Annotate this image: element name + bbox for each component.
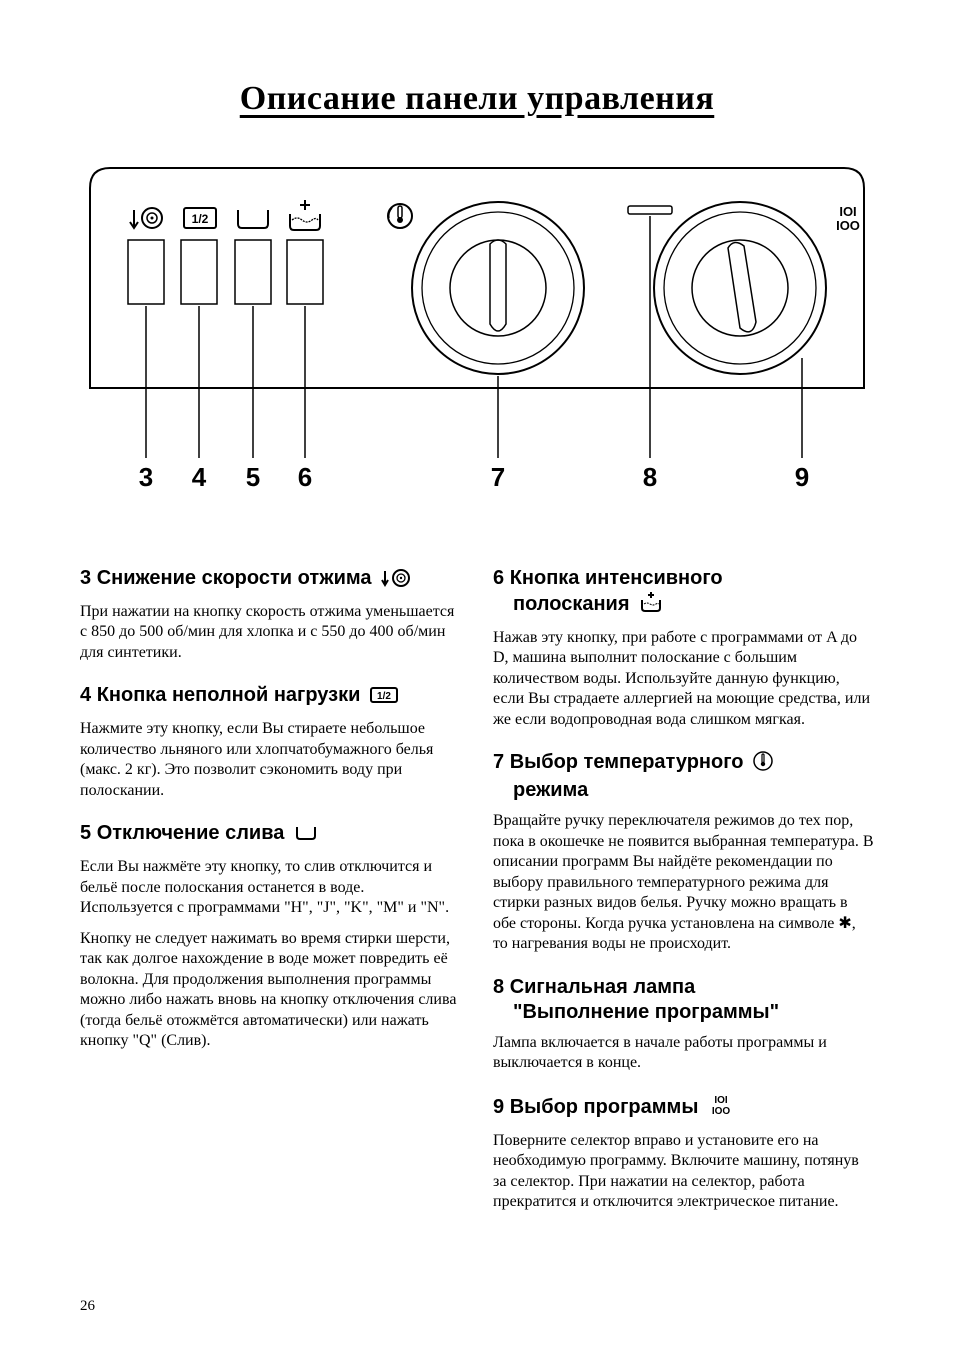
section-4-body: Нажмите эту кнопку, если Вы стираете неб… xyxy=(80,719,461,801)
section-5-heading: 5 Отключение слива xyxy=(80,821,461,849)
section-6-heading: 6 Кнопка интенсивного полоскания xyxy=(493,566,874,620)
callout-8: 8 xyxy=(643,462,657,492)
page-number: 26 xyxy=(80,1298,95,1315)
page: Описание панели управления 1/2 xyxy=(0,0,954,1347)
section-7-heading: 7 Выбор температурного режима xyxy=(493,750,874,803)
program-knob xyxy=(654,202,826,374)
drain-off-icon xyxy=(294,824,318,849)
page-title: Описание панели управления xyxy=(80,80,874,118)
svg-text:1/2: 1/2 xyxy=(192,212,209,226)
callout-3: 3 xyxy=(139,462,153,492)
section-5-body-2: Кнопку не следует нажимать во время стир… xyxy=(80,929,461,1052)
section-3-body: При нажатии на кнопку скорость отжима ум… xyxy=(80,602,461,663)
program-select-icon: IOI IOO xyxy=(836,204,860,233)
svg-text:IOI: IOI xyxy=(714,1095,728,1106)
rinse-plus-icon xyxy=(290,200,320,230)
svg-text:IOO: IOO xyxy=(836,218,860,233)
svg-text:IOO: IOO xyxy=(712,1106,731,1116)
callout-7: 7 xyxy=(491,462,505,492)
half-load-icon: 1/2 xyxy=(370,686,398,711)
drain-off-icon xyxy=(238,210,268,228)
section-5-body-1: Если Вы нажмёте эту кнопку, то слив откл… xyxy=(80,857,461,918)
program-select-icon: IOI IOO xyxy=(708,1094,734,1123)
text-columns: 3 Снижение скорости отжима При нажатии н… xyxy=(80,546,874,1222)
section-4-heading: 4 Кнопка неполной нагрузки 1/2 xyxy=(80,683,461,711)
section-6-body: Нажав эту кнопку, при работе с программа… xyxy=(493,628,874,730)
temperature-knob xyxy=(412,202,584,374)
section-9-body: Поверните селектор вправо и установите е… xyxy=(493,1131,874,1213)
section-9-heading: 9 Выбор программы IOI IOO xyxy=(493,1094,874,1123)
right-column: 6 Кнопка интенсивного полоскания Нажав э… xyxy=(493,546,874,1222)
half-load-icon: 1/2 xyxy=(184,208,216,228)
section-7-body: Вращайте ручку переключателя режимов до … xyxy=(493,811,874,954)
control-panel-diagram: 1/2 xyxy=(80,158,874,518)
callout-5: 5 xyxy=(246,462,260,492)
section-8-body: Лампа включается в начале работы програм… xyxy=(493,1033,874,1074)
push-buttons xyxy=(128,240,323,304)
left-column: 3 Снижение скорости отжима При нажатии н… xyxy=(80,546,461,1222)
svg-text:1/2: 1/2 xyxy=(377,691,391,702)
spin-reduce-icon xyxy=(130,208,162,228)
section-8-heading: 8 Сигнальная лампа "Выполнение программы… xyxy=(493,975,874,1025)
callout-9: 9 xyxy=(795,462,809,492)
spin-reduce-icon xyxy=(381,569,413,594)
indicator-lamp xyxy=(628,206,672,214)
svg-text:IOI: IOI xyxy=(839,204,856,219)
thermometer-icon xyxy=(753,751,773,778)
callout-6: 6 xyxy=(298,462,312,492)
section-3-heading: 3 Снижение скорости отжима xyxy=(80,566,461,594)
callout-4: 4 xyxy=(192,462,207,492)
rinse-plus-icon xyxy=(639,591,663,620)
thermometer-icon xyxy=(388,204,412,228)
